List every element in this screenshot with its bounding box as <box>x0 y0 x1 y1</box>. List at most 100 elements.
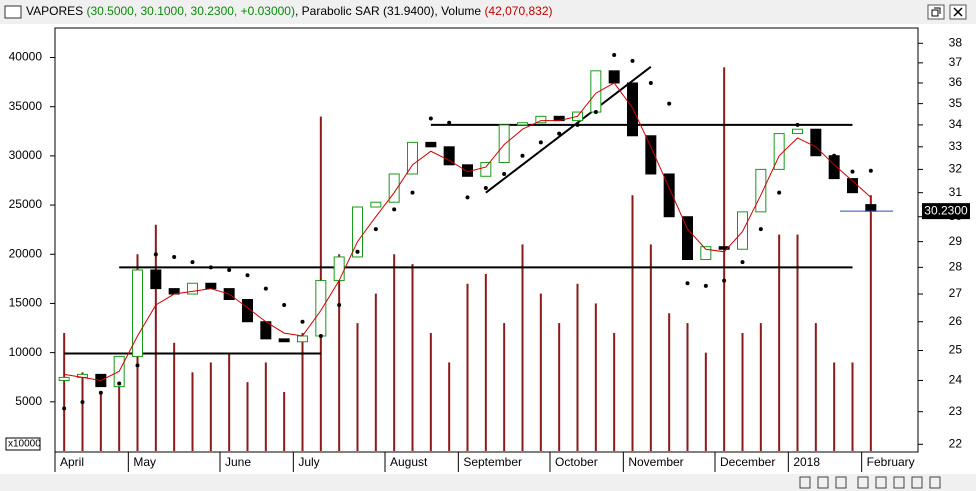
sar-dot <box>465 195 470 200</box>
candle-body <box>608 70 620 84</box>
volume-bar <box>833 362 836 451</box>
volume-bar <box>374 293 377 451</box>
title-segment: , Volume <box>434 4 484 18</box>
volume-bar <box>173 342 176 451</box>
sar-dot <box>758 227 763 232</box>
sar-dot <box>868 168 873 173</box>
y2-tick-label: 27 <box>949 286 963 300</box>
last-price-label: 30.2300 <box>924 203 968 217</box>
sar-dot <box>263 286 268 291</box>
x-tick-label: February <box>867 455 915 469</box>
candle-body <box>535 115 547 124</box>
candle-body <box>205 282 217 290</box>
volume-bar <box>613 332 616 451</box>
candle-body <box>150 269 162 290</box>
title-segment: (30.5000, 30.1000, 30.2300, +0.03000) <box>86 4 295 18</box>
sar-dot <box>208 265 213 270</box>
sar-dot <box>813 133 818 138</box>
sar-dot <box>483 185 488 190</box>
sar-dot <box>777 190 782 195</box>
candle-body <box>517 122 528 126</box>
window-icon <box>4 5 22 19</box>
sar-dot <box>722 278 727 283</box>
candle-body <box>132 269 143 357</box>
volume-bar <box>484 273 487 451</box>
volume-bar <box>209 362 212 451</box>
title-segment: (42,070,832) <box>484 4 552 18</box>
y2-tick-label: 38 <box>949 35 963 49</box>
y-tick-label: 25000 <box>9 197 43 211</box>
toolbar-icons[interactable] <box>799 476 941 489</box>
candle-body <box>333 256 345 282</box>
volume-bar <box>851 362 854 451</box>
restore-icon <box>931 7 941 17</box>
volume-bar <box>631 195 634 451</box>
volume-bar <box>338 254 341 451</box>
plot-frame <box>54 27 919 453</box>
sar-dot <box>135 363 140 368</box>
candle-body <box>682 216 693 261</box>
x-tick-label: May <box>133 455 156 469</box>
y2-tick-label: 32 <box>949 162 963 176</box>
y-tick-label: 20000 <box>9 246 43 260</box>
volume-bar <box>466 283 469 451</box>
volume-bar <box>723 67 726 451</box>
volume-bar <box>393 254 396 451</box>
volume-bar <box>283 391 286 451</box>
candle-body <box>498 124 510 164</box>
candle-body <box>425 141 437 148</box>
sar-dot <box>850 169 855 174</box>
x-tick-label: June <box>225 455 251 469</box>
title-bar <box>0 0 976 24</box>
sar-dot <box>392 207 397 212</box>
candle-body <box>865 204 877 212</box>
sar-dot <box>648 80 653 85</box>
sar-dot <box>410 190 415 195</box>
candle-body <box>187 282 198 295</box>
sar-dot <box>557 131 562 136</box>
volume-bar <box>741 332 744 451</box>
volume-bar <box>668 313 671 451</box>
volume-bar <box>594 303 597 451</box>
last-price-tag <box>922 203 970 220</box>
candle-body <box>480 162 492 177</box>
x-tick-label: August <box>390 455 428 469</box>
y2-tick-label: 37 <box>949 55 963 69</box>
sar-dot <box>667 101 672 106</box>
candle-body <box>645 135 657 175</box>
x-tick-label: November <box>628 455 683 469</box>
sar-dot <box>153 252 158 257</box>
sar-dot <box>593 110 598 115</box>
candle-body <box>718 246 730 250</box>
candle-body <box>810 128 822 157</box>
x-tick-label: September <box>463 455 522 469</box>
y2-tick-label: 33 <box>949 139 963 153</box>
sar-dot <box>80 400 85 405</box>
sar-dot <box>337 302 342 307</box>
volume-bar <box>246 382 249 451</box>
y2-tick-label: 22 <box>949 436 963 450</box>
candle-body <box>627 82 638 137</box>
candle-body <box>58 376 70 381</box>
volume-bar <box>521 244 524 451</box>
sar-dot <box>447 120 452 125</box>
sar-dot <box>428 116 433 121</box>
volume-bar <box>814 323 817 451</box>
sar-dot <box>832 153 837 158</box>
restore-button[interactable] <box>927 4 945 20</box>
y2-tick-label: 35 <box>949 96 963 110</box>
candle-body <box>443 146 455 166</box>
x-tick-label: October <box>555 455 598 469</box>
candle-body <box>388 173 400 203</box>
volume-bar <box>503 323 506 451</box>
window-title: VAPORES (30.5000, 30.1000, 30.2300, +0.0… <box>26 4 553 18</box>
volume-bar <box>118 362 121 451</box>
sar-dot <box>300 319 305 324</box>
sar-dot <box>795 122 800 127</box>
candle-body <box>755 168 767 213</box>
candle-body <box>297 335 308 343</box>
volume-bar <box>869 195 872 451</box>
sar-dot <box>355 249 360 254</box>
x-tick-label: 2018 <box>793 455 820 469</box>
